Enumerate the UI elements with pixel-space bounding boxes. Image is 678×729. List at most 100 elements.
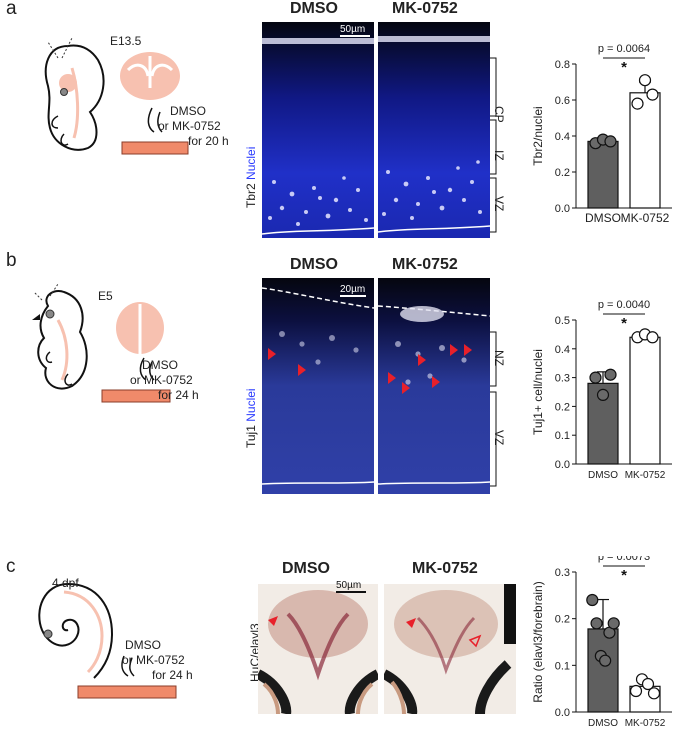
significance-star: * <box>621 59 627 76</box>
panel-b-stain-label: Tuj1 Nuclei <box>244 388 258 448</box>
data-point <box>604 135 617 148</box>
panel-c-treatment-3: for 24 h <box>152 668 193 682</box>
panel-a-image-mk0752 <box>378 22 490 238</box>
panel-a-treatment-3: for 20 h <box>188 134 229 148</box>
y-tick-label: 0.0 <box>555 707 570 719</box>
data-point <box>607 617 620 630</box>
arrowhead-icon <box>450 344 458 356</box>
panel-c-treatment-1: DMSO <box>125 638 161 652</box>
arrowhead-icon <box>432 376 440 388</box>
panel-a-image-dmso-texture <box>262 22 374 238</box>
panel-a-label: a <box>6 0 17 19</box>
panel-c-label: c <box>6 556 16 577</box>
p-value: p = 0.0064 <box>598 43 650 55</box>
y-tick-label: 0.4 <box>555 131 570 143</box>
panel-b-stain-nuclei: Nuclei <box>244 388 258 422</box>
y-tick-label: 0.5 <box>555 315 570 327</box>
arrowhead-icon <box>388 372 396 384</box>
bar <box>587 628 619 713</box>
bar <box>587 140 619 209</box>
panel-b-image-mk0752-texture <box>378 278 490 494</box>
data-point <box>599 654 612 667</box>
panel-b-scalebar: 20µm <box>340 284 366 297</box>
panel-a-scalebar-text: 50µm <box>340 24 366 35</box>
data-point <box>589 371 602 384</box>
data-point <box>590 617 603 630</box>
y-axis-label: Ratio (elavl3/forebrain) <box>531 581 545 702</box>
data-point <box>646 331 659 344</box>
significance-star: * <box>621 315 627 332</box>
panel-a-stain-nuclei: Nuclei <box>244 146 258 180</box>
data-point <box>586 593 599 607</box>
panel-c-treatment-2: or MK-0752 <box>122 653 185 667</box>
y-tick-label: 0.0 <box>555 203 570 215</box>
panel-b-scalebar-text: 20µm <box>340 284 366 295</box>
y-tick-label: 0.2 <box>555 167 570 179</box>
y-tick-label: 0.3 <box>555 567 570 579</box>
data-point <box>604 368 617 381</box>
panel-a-treatment-1: DMSO <box>170 104 206 118</box>
panel-a-scalebar: 50µm <box>340 24 370 37</box>
panel-a-scalebar-line <box>340 35 370 37</box>
panel-b-image-dmso <box>262 278 374 494</box>
bar <box>629 336 661 465</box>
bar <box>629 92 661 209</box>
data-point <box>646 88 659 101</box>
panel-a-zone-iz: IZ <box>492 150 506 161</box>
y-tick-label: 0.6 <box>555 95 570 107</box>
x-tick-label: MK-0752 <box>625 718 666 728</box>
panel-c-image-mk0752 <box>384 584 516 714</box>
significance-star: * <box>621 567 627 584</box>
panel-c-image-dmso-texture <box>258 590 378 714</box>
panel-a-zone-vz: VZ <box>492 196 506 212</box>
panel-b-treatment-2: or MK-0752 <box>130 373 193 387</box>
x-tick-label: DMSO <box>585 211 621 225</box>
panel-b-zone-brackets <box>490 331 497 487</box>
panel-a-stain-label: Tbr2 Nuclei <box>244 147 258 208</box>
panel-c-scalebar-line <box>336 591 366 593</box>
panel-a-stain-marker: Tbr2 <box>244 183 258 208</box>
panel-b-cond-left: DMSO <box>290 256 338 273</box>
mouse-embryo-illustration <box>44 37 189 155</box>
panel-c-image-mk0752-texture <box>384 584 516 714</box>
x-tick-label: MK-0752 <box>621 211 670 225</box>
data-point <box>647 687 661 700</box>
zebrafish-larva-illustration <box>38 583 177 699</box>
arrowhead-icon <box>268 348 276 360</box>
panel-c-cond-left: DMSO <box>282 560 330 577</box>
p-value: p = 0.0073 <box>598 556 650 563</box>
panel-b-treatment-1: DMSO <box>142 358 178 372</box>
data-point <box>629 684 643 698</box>
y-axis-label: Tbr2/nuclei <box>531 106 545 165</box>
y-tick-label: 0.2 <box>555 401 570 413</box>
y-tick-label: 0.1 <box>555 430 570 442</box>
y-tick-label: 0.3 <box>555 373 570 385</box>
panel-b-label: b <box>6 250 17 271</box>
panel-a-zone-brackets <box>490 57 497 233</box>
p-value: p = 0.0040 <box>598 299 650 311</box>
panel-b-stain-marker: Tuj1 <box>244 425 258 448</box>
panel-b-image-mk0752 <box>378 278 490 494</box>
chart-b: 0.0 0.1 0.2 0.3 0.4 0.5 Tuj1+ cell/nuclei DMSO M… <box>531 299 672 481</box>
y-axis-label: Tuj1+ cell/nuclei <box>531 349 545 435</box>
data-point <box>596 388 610 401</box>
arrowhead-icon <box>298 364 306 376</box>
x-tick-label: DMSO <box>588 470 618 481</box>
panel-c-scalebar: 50µm <box>336 580 366 593</box>
panel-b-image-dmso-texture <box>262 278 374 494</box>
panel-a-stage: E13.5 <box>110 34 142 48</box>
x-tick-label: DMSO <box>588 718 618 728</box>
panel-b-stage: E5 <box>98 289 113 303</box>
y-tick-label: 0.1 <box>555 660 570 672</box>
open-arrowhead-icon <box>468 634 482 648</box>
panel-b-cond-right: MK-0752 <box>392 256 458 273</box>
panel-a-cond-left: DMSO <box>290 0 338 17</box>
y-tick-label: 0.4 <box>555 344 570 356</box>
panel-c-stage: 4 dpf <box>52 576 79 590</box>
arrowhead-icon <box>464 344 472 356</box>
panel-a-treatment-2: or MK-0752 <box>158 119 221 133</box>
chart-a: 0.0 0.2 0.4 0.6 0.8 Tbr2/nuclei DMSO MK-0752 p =… <box>531 43 672 225</box>
panel-b-zone-vz: VZ <box>492 430 506 446</box>
arrowhead-icon <box>402 382 410 394</box>
arrowhead-icon <box>406 618 416 628</box>
